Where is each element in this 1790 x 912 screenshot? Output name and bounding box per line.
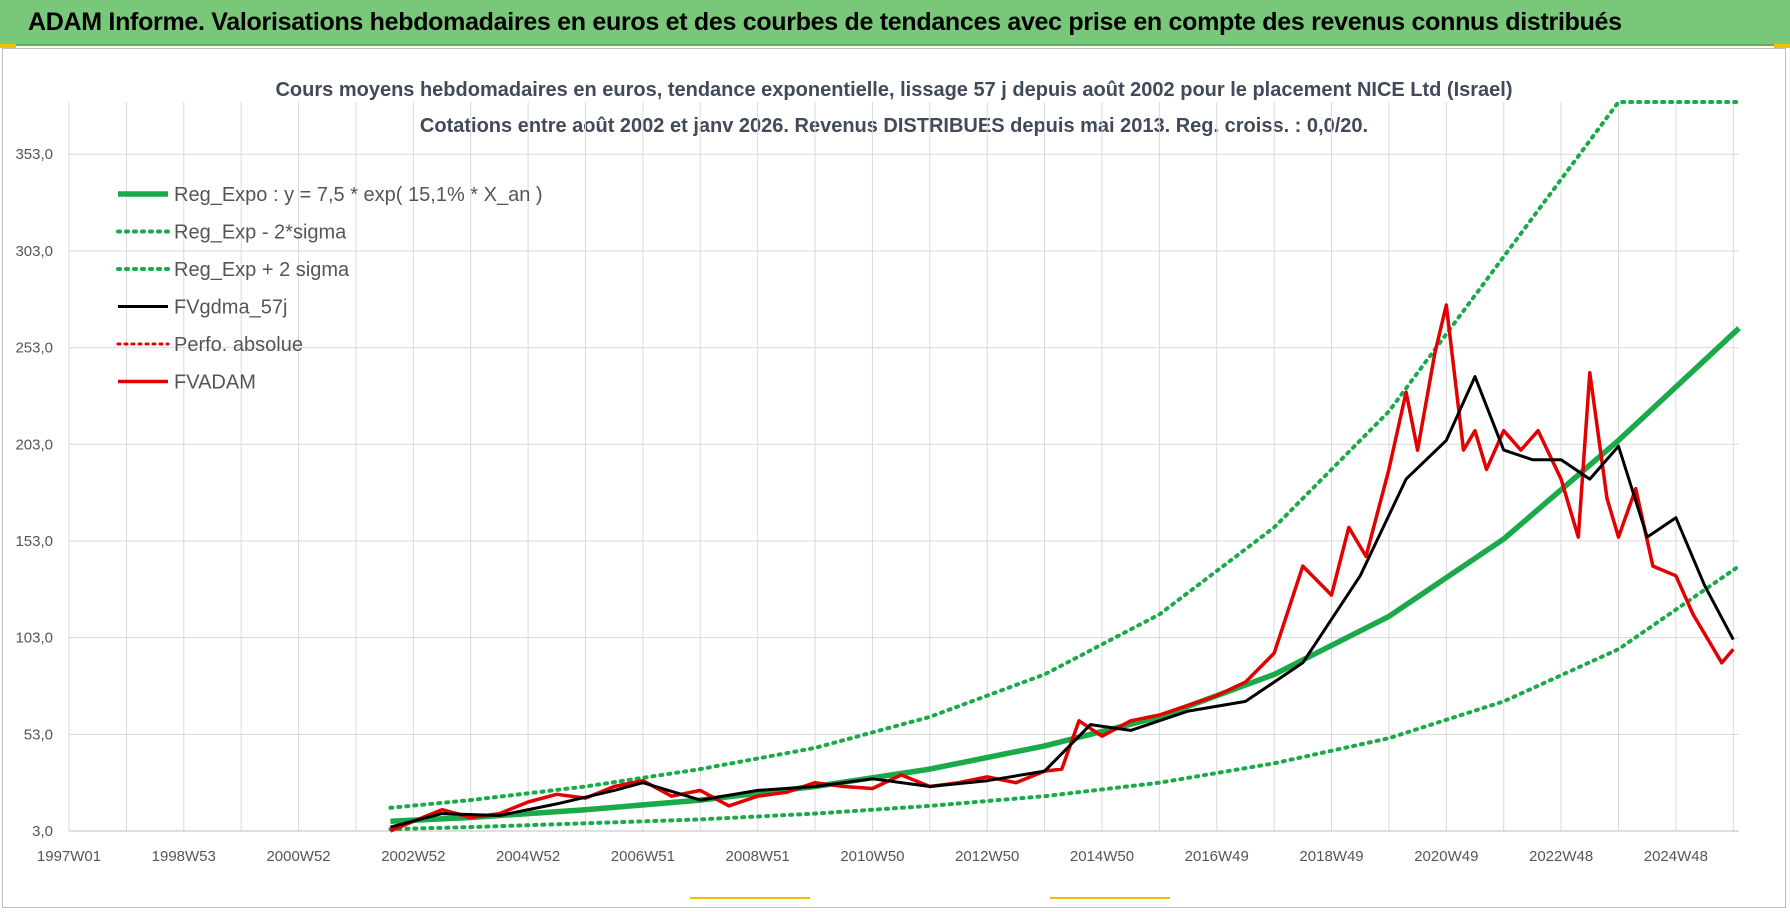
y-tick-label: 53,0 <box>24 726 53 743</box>
footer-mark-2 <box>1050 897 1170 899</box>
x-tick-label: 2012W50 <box>955 848 1019 865</box>
series-line-1 <box>388 564 1741 832</box>
chart-title: Cours moyens hebdomadaires en euros, ten… <box>275 79 1512 101</box>
y-tick-label: 203,0 <box>15 436 53 453</box>
legend-label: Reg_Expo : y = 7,5 * exp( 15,1% * X_an ) <box>174 184 543 206</box>
chart-frame <box>2 48 1786 908</box>
x-tick-label: 2014W50 <box>1070 848 1134 865</box>
banner-title: ADAM Informe. Valorisations hebdomadaire… <box>28 8 1622 36</box>
chart-subtitle: Cotations entre août 2002 et janv 2026. … <box>420 115 1368 137</box>
x-tick-label: 2020W49 <box>1414 848 1478 865</box>
y-axis: 3,0 53,0 103,0 153,0 203,0 253,0 303,0 353,0 <box>15 146 53 840</box>
y-tick-label: 153,0 <box>15 533 53 550</box>
banner-corner-right <box>1774 44 1790 48</box>
banner-corner-left <box>0 44 16 48</box>
x-tick-label: 2024W48 <box>1644 848 1708 865</box>
series-line-0 <box>390 326 1741 825</box>
x-axis: 1997W01 1998W53 2000W52 2002W52 2004W52 2006W… <box>37 830 1739 865</box>
series-group <box>388 100 1741 833</box>
legend-label: Reg_Exp + 2 sigma <box>174 259 350 281</box>
x-tick-label: 2016W49 <box>1185 848 1249 865</box>
x-tick-label: 1997W01 <box>37 848 101 865</box>
footer-mark-1 <box>690 897 810 899</box>
x-tick-label: 2018W49 <box>1299 848 1363 865</box>
series-line-5 <box>389 303 1735 833</box>
y-tick-label: 353,0 <box>15 146 53 163</box>
x-tick-label: 2022W48 <box>1529 848 1593 865</box>
x-tick-label: 2010W50 <box>840 848 904 865</box>
legend-label: FVADAM <box>174 372 256 394</box>
report-banner: ADAM Informe. Valorisations hebdomadaire… <box>0 0 1790 46</box>
x-tick-label: 1998W53 <box>152 848 216 865</box>
x-tick-label: 2002W52 <box>381 848 445 865</box>
series-line-3 <box>390 375 1735 829</box>
y-tick-label: 3,0 <box>32 823 53 840</box>
legend-label: Reg_Exp - 2*sigma <box>174 222 347 244</box>
x-tick-label: 2006W51 <box>611 848 675 865</box>
y-tick-label: 253,0 <box>15 340 53 357</box>
legend-label: Perfo. absolue <box>174 334 303 356</box>
x-tick-label: 2004W52 <box>496 848 560 865</box>
x-tick-label: 2000W52 <box>266 848 330 865</box>
x-tick-label: 2008W51 <box>726 848 790 865</box>
series-line-2 <box>388 100 1741 810</box>
legend-label: FVgdma_57j <box>174 297 287 319</box>
gridlines <box>68 102 1739 832</box>
y-tick-label: 303,0 <box>15 243 53 260</box>
y-tick-label: 103,0 <box>15 630 53 647</box>
legend: Reg_Expo : y = 7,5 * exp( 15,1% * X_an )… <box>116 184 543 394</box>
